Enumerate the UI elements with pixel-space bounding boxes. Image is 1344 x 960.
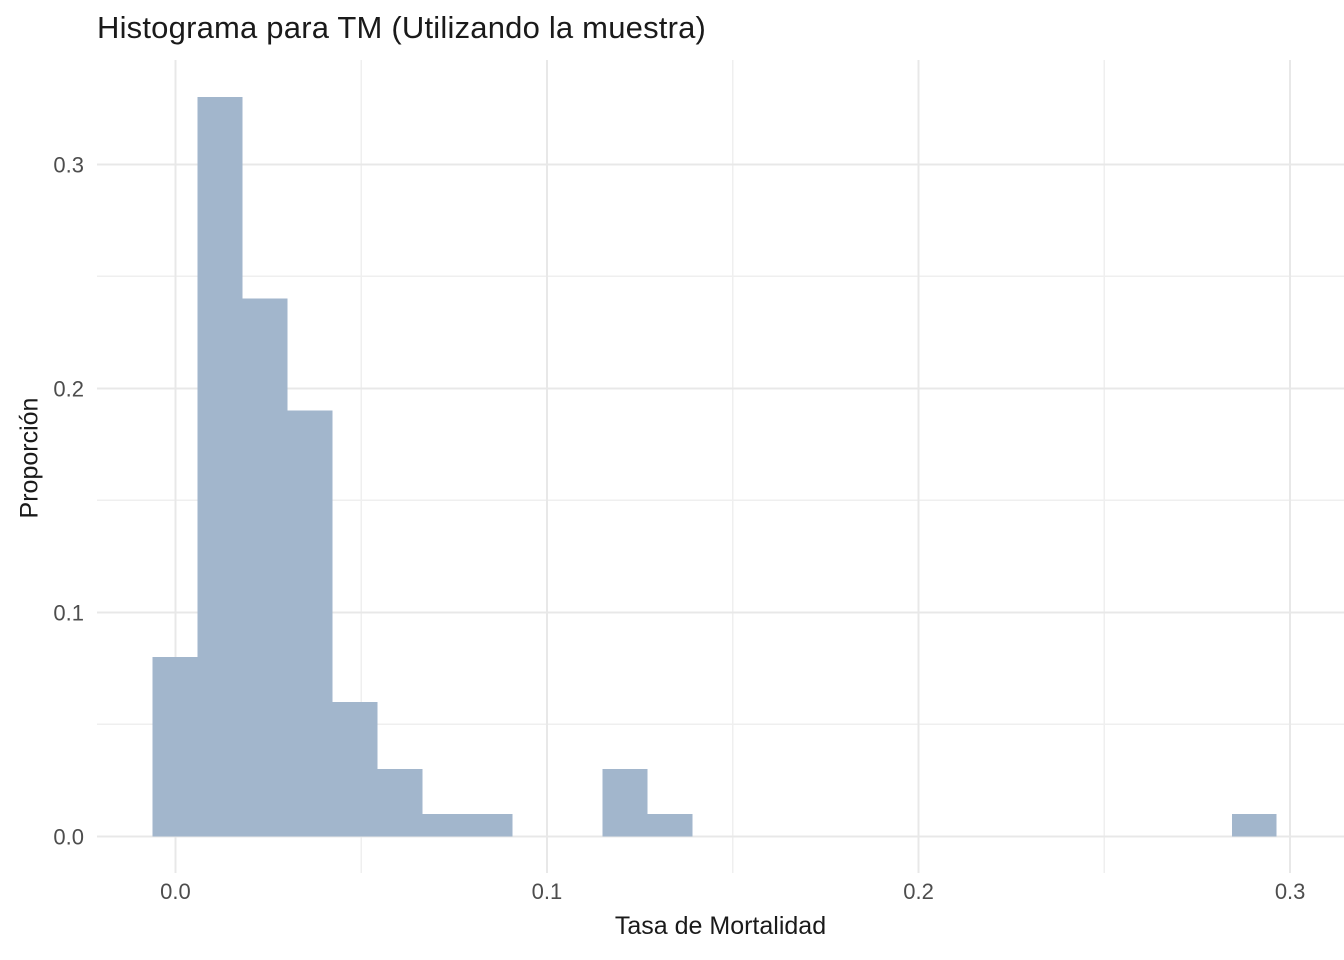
chart-title: Histograma para TM (Utilizando la muestr… — [97, 10, 707, 45]
histogram-bar — [197, 97, 243, 837]
histogram-bar — [377, 769, 423, 837]
histogram-bar — [422, 813, 468, 837]
x-tick-label: 0.1 — [532, 879, 563, 904]
x-axis-title: Tasa de Mortalidad — [614, 912, 827, 940]
y-axis-title: Proporción — [15, 397, 44, 519]
histogram-bar — [332, 701, 378, 837]
histogram-bar — [242, 298, 288, 837]
histogram-bar — [287, 410, 333, 837]
histogram-bar — [602, 769, 648, 837]
y-tick-label: 0.1 — [53, 600, 84, 625]
y-tick-label: 0.2 — [53, 376, 84, 401]
y-tick-label: 0.3 — [53, 152, 84, 177]
histogram-bar — [647, 813, 693, 837]
y-tick-label: 0.0 — [53, 824, 84, 849]
x-tick-label: 0.0 — [160, 879, 191, 904]
histogram-bar — [467, 813, 513, 837]
x-tick-label: 0.3 — [1275, 879, 1306, 904]
histogram-bar — [152, 657, 198, 837]
histogram-bar — [1231, 813, 1277, 837]
x-tick-label: 0.2 — [903, 879, 934, 904]
